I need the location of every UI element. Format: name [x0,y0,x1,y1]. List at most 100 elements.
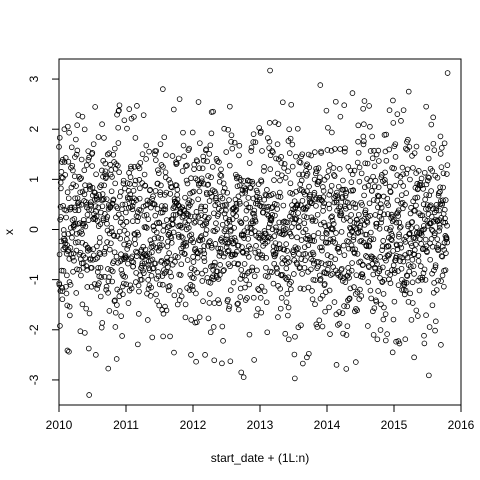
data-point [233,203,239,210]
data-point [287,135,294,142]
data-point [342,145,348,152]
data-point [267,220,273,227]
data-point [270,191,276,197]
data-point [348,267,355,274]
data-point [304,170,311,177]
data-point [253,312,260,319]
data-point [202,231,209,237]
data-point [245,254,252,260]
data-point [387,280,394,286]
data-point [359,271,366,278]
data-point [419,212,426,219]
data-point [113,214,119,221]
data-point [431,267,437,274]
data-point [160,86,166,92]
data-point [220,338,226,344]
y-tick-label: 0 [27,226,41,233]
data-point [202,267,209,274]
data-point [136,195,143,202]
data-point [291,198,298,204]
data-point [233,213,239,219]
data-point [295,224,302,231]
data-point [140,112,147,118]
data-point [339,278,346,284]
data-point [345,245,352,252]
data-point [66,129,72,136]
data-point [385,252,392,259]
data-point [92,189,98,196]
data-point [252,249,259,256]
data-point [430,289,437,296]
data-point [352,246,358,253]
data-point [289,163,296,170]
data-point [275,314,281,320]
data-point [174,301,181,308]
data-point [99,320,106,326]
data-point [296,171,302,178]
data-point [282,226,289,232]
data-point [215,200,221,206]
data-point [162,206,169,213]
data-point [385,242,391,249]
data-point [131,236,138,243]
data-point [103,196,110,202]
data-point [420,186,426,192]
data-point [249,264,256,271]
data-point [443,250,449,256]
data-point [403,190,410,196]
data-point [324,227,330,234]
data-point [143,142,150,149]
data-point [218,173,225,179]
data-point [343,190,349,196]
data-point [286,150,293,156]
data-point [68,144,75,151]
data-point [307,198,314,205]
data-point [198,203,205,210]
data-point [394,197,401,204]
data-point [233,200,240,207]
data-point [161,270,168,277]
data-point [361,121,367,127]
data-point [363,243,370,249]
data-point [294,234,300,241]
data-point [69,254,76,261]
data-point [433,207,440,214]
data-point [297,181,304,188]
data-point [221,228,228,234]
data-point [366,200,373,207]
data-point [174,186,181,193]
data-point [371,163,378,170]
data-point [181,250,188,257]
data-point [436,224,443,231]
data-point [313,203,319,209]
data-point [58,185,64,192]
data-point [241,178,247,184]
data-point [277,305,284,312]
data-point [151,201,157,207]
data-point [280,231,287,238]
data-point [291,351,298,358]
data-point [70,268,76,275]
data-point [438,164,445,170]
data-point [281,246,288,253]
data-point [98,209,104,216]
data-point [73,136,79,143]
data-point [335,322,341,328]
data-point [225,247,232,254]
data-point [57,179,64,186]
data-point [264,329,271,336]
data-point [423,192,430,198]
data-point [134,103,140,109]
data-point [250,294,257,301]
data-point [187,202,193,208]
data-point [355,138,361,145]
data-point [131,163,138,170]
data-point [356,164,363,171]
data-point [217,272,223,278]
data-point [204,191,210,198]
data-point [250,131,257,137]
data-point [227,287,234,293]
data-point [117,235,124,242]
data-point [311,189,318,196]
data-point [221,125,227,132]
